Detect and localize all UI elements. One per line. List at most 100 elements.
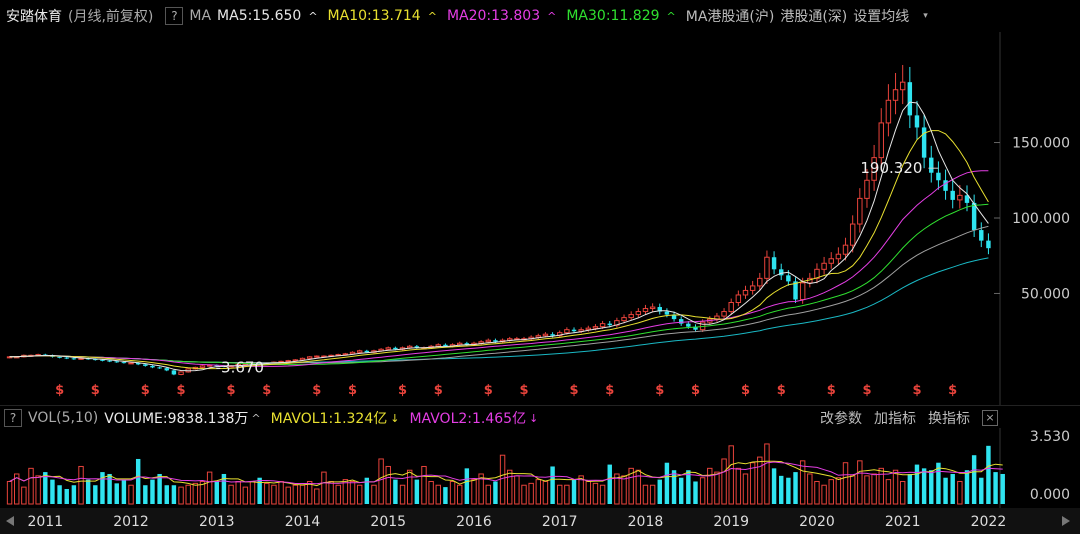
dividend-marker: $ (91, 383, 100, 398)
candle-body (971, 202, 977, 231)
volume-help-button[interactable]: ? (4, 409, 22, 427)
volume-chart[interactable]: 0.000 3.530 (0, 428, 1080, 508)
dividend-marker: $ (141, 383, 150, 398)
add-indicator-button[interactable]: 加指标 (874, 411, 916, 427)
volume-bar (728, 445, 734, 505)
candle-body (199, 365, 206, 368)
volume-bar (456, 484, 463, 505)
chevron-down-icon[interactable]: ▾ (923, 11, 928, 21)
switch-indicator-button[interactable]: 换指标 (928, 411, 970, 427)
candle-body (128, 362, 134, 365)
volume-bar (957, 480, 963, 505)
x-tick-label: 2022 (971, 514, 1007, 530)
ma10-arrow-icon: ^ (427, 9, 437, 23)
dividend-marker: $ (912, 383, 921, 398)
volume-bar (757, 456, 763, 505)
hk-connect-sh-toggle[interactable]: MA港股通(沪) (685, 9, 775, 25)
volume-bar (871, 473, 877, 505)
candle-body (764, 256, 770, 279)
price-chart[interactable]: 50.000 100.000 150.000 190.320 -3.670 $ $ $ $ $ $ $… (0, 32, 1080, 405)
volume-bar (349, 480, 356, 505)
volume-bar (192, 482, 199, 505)
candle-body (793, 281, 798, 300)
ma-label[interactable]: MA (189, 8, 212, 24)
ma-settings-button[interactable]: 设置均线 (853, 9, 910, 25)
candle-body (814, 268, 820, 279)
candle-body (735, 294, 742, 304)
volume-bar (314, 488, 320, 505)
close-icon[interactable]: × (982, 410, 998, 426)
dividend-marker: $ (948, 383, 957, 398)
volume-bar (857, 460, 863, 505)
volume-bar (986, 445, 991, 504)
dividend-marker: $ (827, 383, 836, 398)
candle-body (150, 365, 155, 368)
candle-body (864, 179, 870, 199)
change-params-button[interactable]: 改参数 (820, 411, 862, 427)
volume-bar (821, 484, 827, 505)
volume-bar (107, 473, 112, 504)
volume-bar (385, 465, 391, 505)
volume-bar (164, 485, 169, 504)
candle-body (957, 194, 963, 201)
candle-body (157, 367, 162, 369)
volume-bar (121, 479, 127, 504)
volume-bar (71, 485, 77, 504)
candle-body (986, 240, 991, 249)
candle-body (443, 344, 448, 347)
x-tick-label: 2014 (285, 514, 321, 530)
volume-bar (635, 469, 642, 505)
volume-bar (28, 467, 34, 505)
volume-bar (964, 470, 970, 504)
help-button[interactable]: ? (165, 7, 184, 25)
dividend-marker: $ (777, 383, 786, 398)
candle-body (143, 364, 148, 366)
dividend-marker: $ (348, 383, 357, 398)
volume-bar (564, 484, 570, 505)
candle-body (878, 122, 884, 159)
candle-body (728, 302, 734, 313)
volume-bar (678, 477, 684, 504)
volume-bar (221, 473, 227, 504)
volume-bar (607, 464, 612, 504)
volume-bar (878, 467, 884, 505)
volume-bar (771, 468, 777, 504)
candle-body (585, 327, 592, 331)
volume-bar (135, 458, 141, 504)
volume-bar (14, 473, 20, 505)
volume-indicator-name: VOL(5,10) (28, 410, 99, 426)
candle-body (686, 323, 691, 327)
dividend-marker: $ (605, 383, 614, 398)
volume-bar (435, 484, 441, 505)
dividend-marker: $ (312, 383, 321, 398)
volume-bar (356, 484, 363, 505)
candle-body (599, 323, 606, 328)
volume-bar (421, 465, 427, 505)
volume-bar (443, 487, 448, 504)
volume-legend-bar: ? VOL(5,10) VOLUME:9838.138万 ^ MAVOL1:1.… (0, 405, 1080, 430)
volume-bar (835, 477, 842, 505)
candle-body (885, 99, 892, 124)
candle-body (71, 358, 77, 360)
volume-bar (828, 479, 834, 505)
volume-bar (585, 480, 592, 505)
dividend-marker: $ (262, 383, 271, 398)
volume-bar (257, 477, 262, 504)
volume-bar (528, 482, 534, 505)
candle-body (93, 359, 98, 361)
ma-legend-bar: 安踏体育 (月线,前复权) ? MA MA5:15.650 ^ MA10:13.… (0, 0, 1080, 32)
volume-bar (485, 484, 491, 505)
candle-body (171, 370, 177, 375)
x-tick-label: 2013 (199, 514, 235, 530)
candle-body (857, 197, 863, 225)
x-tick-label: 2012 (113, 514, 149, 530)
candle-body (107, 360, 112, 362)
hk-connect-sz-toggle[interactable]: 港股通(深) (780, 9, 848, 25)
x-tick-label: 2015 (370, 514, 406, 530)
volume-bar (206, 471, 213, 505)
volume-bar (521, 484, 527, 505)
volume-bar (299, 484, 306, 505)
candle-body (485, 339, 491, 343)
candle-body (6, 356, 13, 359)
candle-body (871, 157, 877, 181)
